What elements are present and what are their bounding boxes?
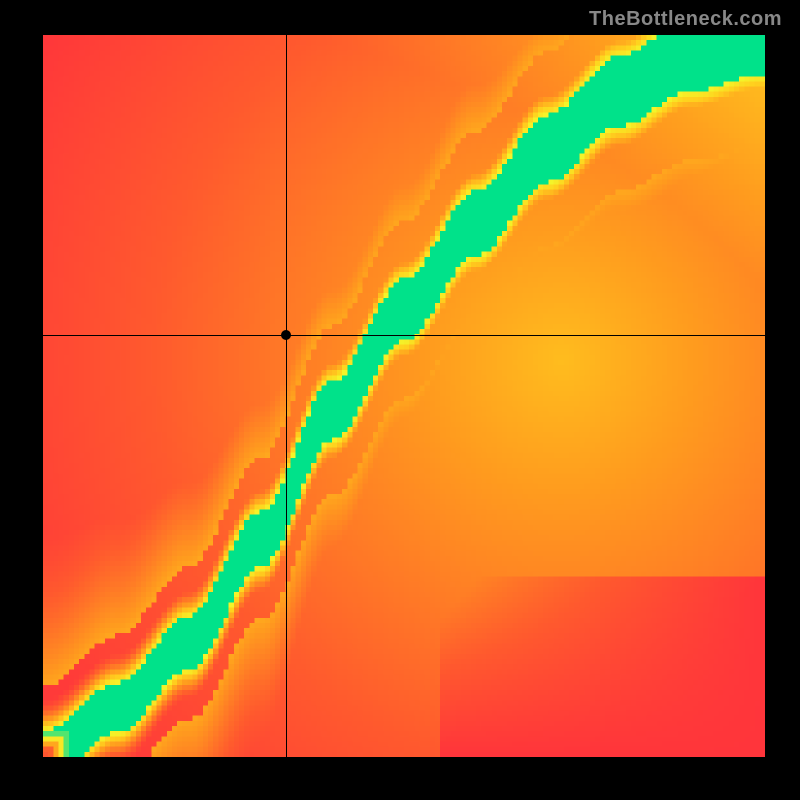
crosshair-horizontal — [43, 335, 765, 336]
heatmap-canvas — [43, 35, 765, 757]
crosshair-marker — [281, 330, 291, 340]
crosshair-vertical — [286, 35, 287, 757]
watermark-text: TheBottleneck.com — [589, 8, 782, 31]
heatmap-plot — [43, 35, 765, 757]
